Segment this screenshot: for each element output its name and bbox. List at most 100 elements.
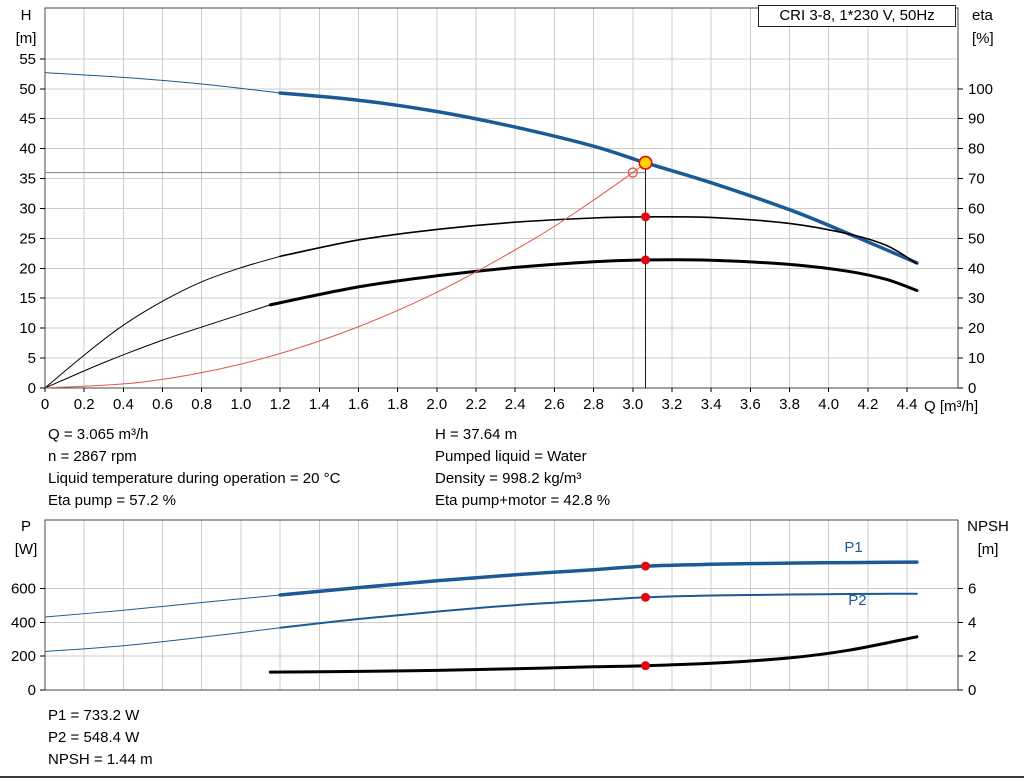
y-right-tick-label: 50 [968,230,985,247]
y-left-tick-label: 0 [28,682,36,699]
x-tick-label: 3.6 [740,396,761,413]
x-tick-label: 1.8 [387,396,408,413]
x-tick-label: 1.0 [230,396,251,413]
x-tick-label: 0 [41,396,49,413]
result-eta-pump: Eta pump = 57.2 % [48,492,176,509]
plot-frame [44,7,959,389]
power-results: P1 = 733.2 W P2 = 548.4 W NPSH = 1.44 m [48,705,153,771]
result-eta-pump-motor: Eta pump+motor = 42.8 % [435,492,611,509]
duty-point[interactable] [638,155,653,170]
x-tick-label: 2.6 [544,396,565,413]
x-tick-label: 1.4 [309,396,330,413]
y-right-tick-label: 2 [968,648,976,665]
npsh-axis-unit: [m] [977,541,999,558]
x-tick-label: 3.0 [622,396,643,413]
y-right-tick-label: 6 [968,581,976,598]
x-tick-label: 3.2 [662,396,683,413]
y-left-tick-label: 45 [19,111,36,128]
p1-curve [278,560,919,597]
y-left-tick-label: 600 [11,581,36,598]
y-left-tick-label: 35 [19,171,36,188]
npsh-curve [268,635,919,674]
requested-duty-point [627,167,638,178]
x-tick-label: 4.2 [857,396,878,413]
y-right-tick-label: 10 [968,350,985,367]
x-tick-label: 4.4 [897,396,918,413]
result-h: H = 37.64 m [435,426,518,443]
y-left-tick-label: 30 [19,200,36,217]
x-tick-label: 2.8 [583,396,604,413]
plot-frame [44,519,959,691]
eta-axis-symbol: eta [972,7,993,24]
p-axis-unit: [W] [14,541,38,558]
y-right-tick-label: 0 [968,682,976,699]
p1-lead [44,594,281,618]
y-right-tick-label: 100 [968,81,993,98]
result-p2: P2 = 548.4 W [48,729,140,746]
y-right-tick-label: 20 [968,320,985,337]
p1-operating-point [641,561,651,571]
y-left-tick-label: 200 [11,648,36,665]
panel-bottom-border [0,776,1024,778]
h-axis-unit: [m] [15,30,37,47]
y-left-tick-label: 20 [19,260,36,277]
result-density: Density = 998.2 kg/m³ [435,470,582,487]
y-right-tick-label: 60 [968,200,985,217]
y-right-tick-label: 80 [968,141,985,158]
y-right-tick-label: 70 [968,171,985,188]
result-pumped-liquid: Pumped liquid = Water [435,448,587,465]
y-right-tick-label: 30 [968,290,985,307]
x-tick-label: 1.2 [270,396,291,413]
y-left-tick-label: 5 [28,350,36,367]
pump-curve [278,91,919,265]
y-left-tick-label: 55 [19,51,36,68]
p-axis-symbol: P [20,518,31,535]
result-npsh: NPSH = 1.44 m [48,751,153,768]
qh-eta-chart: 0 5 10 15 20 25 30 35 40 45 50 55 0 10 20 30 40 50 60 70 80 9… [19,7,993,413]
x-tick-label: 3.4 [701,396,722,413]
x-tick-label: 4.0 [818,396,839,413]
y-right-tick-label: 0 [968,380,976,397]
y-right-tick-label: 4 [968,614,976,631]
power-npsh-chart: 0 200 400 600 0 2 4 6 P1 P2 [11,519,976,699]
x-tick-label: 0.2 [74,396,95,413]
x-tick-label: 0.6 [152,396,173,413]
eta-axis-unit: [%] [972,30,994,47]
x-tick-label: 3.8 [779,396,800,413]
eta-pump-lead [44,255,281,389]
y-right-tick-label: 90 [968,111,985,128]
x-tick-label: 2.4 [505,396,526,413]
y-left-tick-label: 10 [19,320,36,337]
npsh-operating-point [641,661,651,671]
result-liquid-temperature: Liquid temperature during operation = 20… [48,470,341,487]
p2-lead [44,627,281,652]
y-left-tick-label: 0 [28,380,36,397]
eta-pump-motor-lead [44,304,271,389]
x-tick-label: 0.4 [113,396,134,413]
npsh-axis-symbol: NPSH [967,518,1009,535]
result-p1: P1 = 733.2 W [48,707,140,724]
eta-pump-motor-operating-point [641,255,651,265]
h-axis-symbol: H [20,7,32,24]
x-tick-label: 0.8 [191,396,212,413]
eta-axis-label: eta [%] [972,4,1016,50]
y-left-tick-label: 400 [11,614,36,631]
y-left-tick-label: 50 [19,81,36,98]
result-speed: n = 2867 rpm [48,448,137,465]
y-left-tick-label: 40 [19,141,36,158]
q-axis-label: Q [m³/h] [924,398,979,415]
p2-curve [279,592,918,629]
p2-operating-point [641,592,651,602]
y-left-tick-label: 25 [19,230,36,247]
p-axis-label: P [W] [6,515,46,561]
y-right-tick-label: 40 [968,260,985,277]
npsh-axis-label: NPSH [m] [956,515,1020,561]
eta-pump-operating-point [641,212,651,222]
h-axis-label: H [m] [6,4,46,50]
y-left-tick-label: 15 [19,290,36,307]
x-tick-label: 1.6 [348,396,369,413]
pump-designation-box: CRI 3-8, 1*230 V, 50Hz [758,5,956,27]
p2-curve-label: P2 [848,592,866,609]
pump-curve-lead [44,72,281,94]
